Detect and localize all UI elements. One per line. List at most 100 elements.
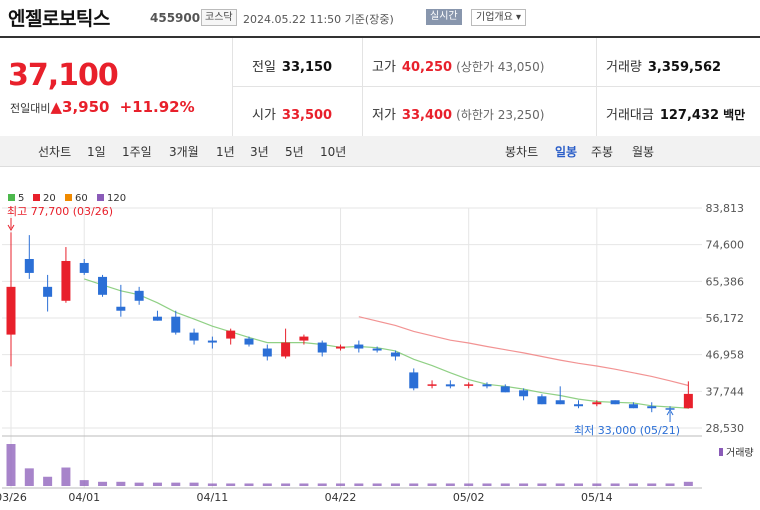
- candle-body: [555, 400, 565, 405]
- volume-bar: [98, 481, 108, 486]
- candle-body: [61, 260, 71, 301]
- y-tick-label: 56,172: [706, 312, 745, 325]
- volume-bar: [445, 483, 455, 486]
- candle-body: [574, 404, 584, 407]
- candle-body: [281, 342, 291, 357]
- y-tick-label: 37,744: [706, 385, 745, 398]
- candle-body: [354, 344, 364, 349]
- x-tick-label: 04/11: [197, 491, 229, 504]
- stock-name: 엔젤로보틱스: [8, 8, 110, 30]
- volume-bar: [592, 483, 602, 486]
- x-tick-label: 05/14: [581, 491, 613, 504]
- volume-bar: [61, 467, 71, 486]
- volume-bar: [555, 483, 565, 486]
- ma5-line: [84, 278, 689, 409]
- volume-bar: [574, 483, 584, 486]
- volume-bar: [207, 483, 217, 486]
- candle-body: [6, 286, 16, 335]
- candle-body: [610, 400, 620, 405]
- y-tick-label: 65,386: [706, 275, 745, 288]
- tab-10y[interactable]: 10년: [320, 145, 347, 159]
- candle-chart-label: 봉차트: [505, 145, 539, 159]
- x-tick-label: 04/22: [325, 491, 357, 504]
- candle-body: [317, 342, 327, 353]
- volume-bar: [500, 483, 510, 486]
- company-info-dropdown[interactable]: 기업개요 ▾: [471, 9, 526, 26]
- volume-bar: [354, 483, 364, 486]
- volume: 거래량 3,359,562: [606, 60, 722, 75]
- candle-body: [262, 348, 272, 357]
- volume-bar: [409, 483, 419, 486]
- max-arrow-head: [7, 224, 15, 231]
- legend-label: 60: [75, 193, 88, 204]
- tab-3y[interactable]: 3년: [250, 145, 269, 159]
- volume-bar: [6, 444, 16, 486]
- change-rate: +11.92%: [119, 98, 195, 116]
- tab-weekly[interactable]: 주봉: [591, 145, 614, 159]
- candle-body: [409, 372, 419, 389]
- candle-body: [226, 330, 236, 339]
- volume-bar: [519, 483, 529, 486]
- volume-bar: [43, 476, 53, 486]
- candle-body: [79, 262, 89, 273]
- candle-body: [390, 352, 400, 357]
- candle-body: [427, 384, 437, 386]
- change-label: 전일대비: [10, 102, 51, 115]
- volume-bar: [189, 482, 199, 486]
- price-change: 전일대비▲3,950 +11.92%: [10, 98, 195, 116]
- volume-legend-swatch: [719, 448, 723, 456]
- volume-bar: [610, 483, 620, 486]
- high-price: 고가 40,250 (상한가 43,050): [372, 60, 545, 75]
- tab-monthly[interactable]: 월봉: [632, 145, 655, 159]
- divider: [232, 38, 233, 136]
- volume-bar: [537, 483, 547, 486]
- candle-body: [464, 384, 474, 386]
- low-price: 저가 33,400 (하한가 23,250): [372, 108, 545, 123]
- volume-bar: [24, 468, 34, 486]
- candle-body: [299, 336, 309, 341]
- tab-5y[interactable]: 5년: [285, 145, 304, 159]
- legend-swatch: [97, 194, 104, 201]
- candle-body: [665, 408, 675, 410]
- tab-1y[interactable]: 1년: [216, 145, 235, 159]
- y-tick-label: 46,958: [706, 349, 745, 362]
- volume-bar: [464, 483, 474, 486]
- tab-3m[interactable]: 3개월: [169, 145, 199, 159]
- volume-bar: [372, 483, 382, 486]
- candle-body: [24, 258, 34, 273]
- candle-body: [171, 316, 181, 333]
- legend-label: 20: [43, 193, 56, 204]
- candle-body: [189, 332, 199, 341]
- candle-body: [500, 386, 510, 393]
- volume-bar: [482, 483, 492, 486]
- tab-daily[interactable]: 일봉: [555, 145, 578, 159]
- volume-bar: [317, 483, 327, 486]
- timestamp: 2024.05.22 11:50 기준(장중): [243, 13, 394, 26]
- tab-1w[interactable]: 1주일: [122, 145, 152, 159]
- y-tick-label: 83,813: [706, 202, 745, 215]
- volume-bar: [336, 483, 346, 486]
- candle-body: [683, 393, 693, 409]
- legend-swatch: [65, 194, 72, 201]
- prev-close: 전일 33,150: [252, 60, 333, 75]
- realtime-button[interactable]: 실시간: [426, 9, 462, 25]
- tab-1d[interactable]: 1일: [87, 145, 106, 159]
- divider: [596, 38, 597, 136]
- candle-body: [207, 340, 217, 343]
- volume-bar: [299, 483, 309, 486]
- market-badge: 코스닥: [201, 9, 237, 26]
- stock-header: 엔젤로보틱스 455900 코스닥 2024.05.22 11:50 기준(장중…: [0, 0, 760, 36]
- candle-body: [116, 306, 126, 311]
- volume-bar: [116, 481, 126, 486]
- candle-body: [43, 286, 53, 297]
- y-tick-label: 74,600: [706, 239, 745, 252]
- min-arrow-head: [666, 409, 674, 416]
- candle-body: [482, 384, 492, 387]
- line-chart-label: 선차트: [38, 145, 72, 159]
- volume-bar: [262, 483, 272, 486]
- change-value: ▲3,950: [50, 98, 110, 116]
- volume-bar: [628, 483, 638, 486]
- volume-bar: [647, 483, 657, 486]
- volume-bar: [665, 483, 675, 486]
- volume-bar: [152, 482, 162, 486]
